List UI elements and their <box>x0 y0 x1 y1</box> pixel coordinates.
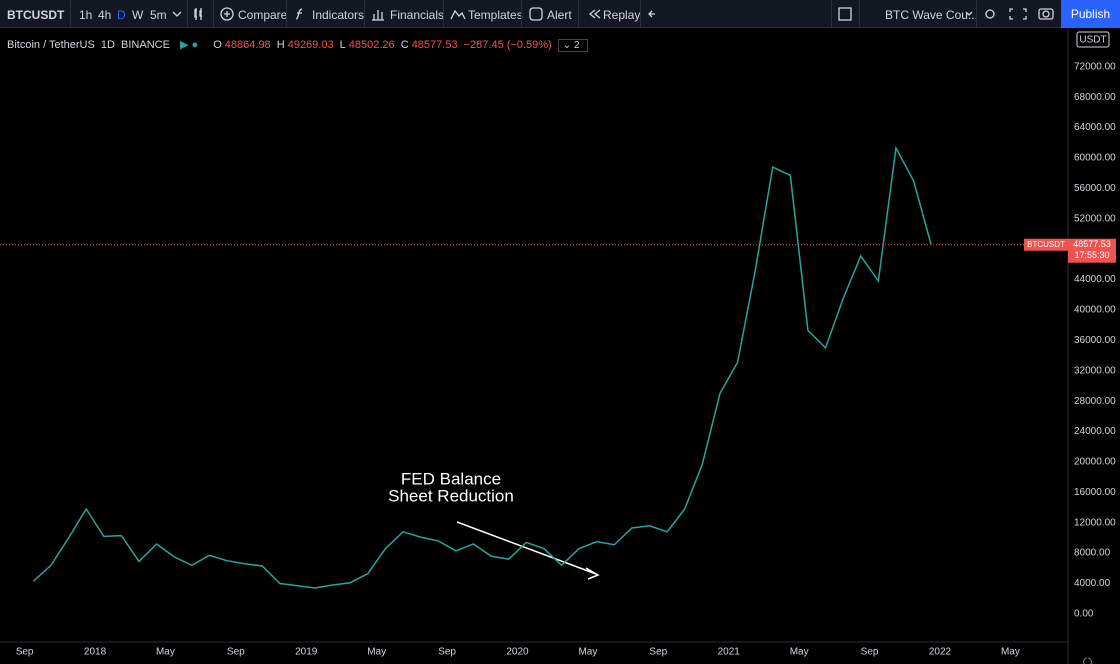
interval: 1D <box>100 39 115 51</box>
indicators-button[interactable]: Indicators <box>312 8 365 22</box>
symbol-description: Bitcoin / TetherUS <box>7 39 95 51</box>
interval[interactable]: 1h <box>79 8 93 22</box>
ohlc-letter: H <box>276 39 285 51</box>
compare-button[interactable]: Compare <box>238 8 288 22</box>
annotation: FED Balance <box>401 469 501 488</box>
toolbar: BTCUSDT 1h 4h D W 5m Compare Indicators … <box>0 0 1120 28</box>
y-tick-label: 16000.00 <box>1074 487 1116 498</box>
price-label-symbol: BTCUSDT <box>1027 240 1065 249</box>
chart: USDT FED Balance Sheet Reduction 0.00 400… <box>0 28 1116 664</box>
templates-button[interactable]: Templates <box>468 8 523 22</box>
flag: ▶ ● <box>180 39 199 51</box>
annotation-arrow <box>456 521 600 580</box>
change: −287.45 (−0.59%) <box>463 39 552 51</box>
toolbar-icons <box>172 7 1054 21</box>
x-tick-label: May <box>1001 647 1020 658</box>
y-tick-label: 44000.00 <box>1074 274 1116 285</box>
y-tick-label: 52000.00 <box>1074 213 1116 224</box>
y-tick-label: 68000.00 <box>1074 92 1116 103</box>
replay-button[interactable]: Replay <box>603 8 641 22</box>
ohlc-value: 48864.98 <box>224 39 271 51</box>
price-label-countdown: 17:55:30 <box>1074 250 1109 260</box>
y-tick-label: 64000.00 <box>1074 122 1116 133</box>
ohlc-letter: C <box>400 39 409 51</box>
y-tick-label: 28000.00 <box>1074 396 1116 407</box>
ohlc-value: 49269.03 <box>287 39 334 51</box>
exchange: BINANCE <box>121 39 170 51</box>
x-tick-label: 2021 <box>718 647 741 658</box>
publish-button[interactable]: Publish <box>1061 0 1120 28</box>
y-tick-label: 0.00 <box>1074 609 1094 620</box>
legend: Bitcoin / TetherUS 1D BINANCE ▶ ● O 48864… <box>7 35 588 52</box>
price-line <box>32 145 932 589</box>
ohlc-letter: L <box>339 39 346 51</box>
x-tick-label: May <box>790 647 809 658</box>
symbol[interactable]: BTCUSDT <box>7 8 65 22</box>
currency-badge[interactable] <box>1076 31 1110 48</box>
x-tick-label: Sep <box>16 647 34 658</box>
interval[interactable]: W <box>132 8 144 22</box>
price-label-box <box>1024 238 1068 251</box>
x-tick-label: Sep <box>227 647 245 658</box>
y-tick-label: 24000.00 <box>1074 426 1116 437</box>
y-tick-label: 56000.00 <box>1074 183 1116 194</box>
x-tick-label: May <box>367 647 386 658</box>
y-tick-label: 40000.00 <box>1074 305 1116 316</box>
y-tick-label: 8000.00 <box>1074 548 1111 559</box>
y-tick-label: 20000.00 <box>1074 457 1116 468</box>
price-label-box <box>1068 238 1116 263</box>
x-tick-label: 2020 <box>506 647 529 658</box>
x-tick-label: 2022 <box>929 647 952 658</box>
currency: USDT <box>1079 35 1106 46</box>
y-tick-label: 36000.00 <box>1074 335 1116 346</box>
x-tick-label: 2018 <box>84 647 107 658</box>
interval[interactable]: 4h <box>98 8 112 22</box>
x-tick-label: Sep <box>649 647 667 658</box>
indicators-count: 2 <box>573 40 580 51</box>
x-tick-label: Sep <box>438 647 456 658</box>
alert-button[interactable]: Alert <box>547 8 572 22</box>
y-tick-label: 4000.00 <box>1074 578 1111 589</box>
settings-icon[interactable] <box>1083 657 1092 664</box>
interval[interactable]: D <box>117 8 126 22</box>
financials-button[interactable]: Financials <box>390 8 445 22</box>
indicator-toggle[interactable]: ⌄ 2 <box>557 39 588 52</box>
x-tick-label: Sep <box>861 647 879 658</box>
layout-name[interactable]: BTC Wave Cou... <box>885 8 978 22</box>
annotation: Sheet Reduction <box>388 486 514 505</box>
price-label-value: 48577.53 <box>1073 239 1111 249</box>
x-tick-label: May <box>156 647 175 658</box>
y-tick-label: 12000.00 <box>1074 517 1116 528</box>
ohlc-value: 48502.26 <box>348 39 395 51</box>
interval[interactable]: 5m <box>150 8 167 22</box>
x-tick-label: 2019 <box>295 647 318 658</box>
ohlc-letter: O <box>213 39 222 51</box>
y-tick-label: 32000.00 <box>1074 365 1116 376</box>
ohlc-value: 48577.53 <box>411 39 458 51</box>
y-tick-label: 60000.00 <box>1074 153 1116 164</box>
y-tick-label: 72000.00 <box>1074 61 1116 72</box>
x-tick-label: May <box>578 647 597 658</box>
